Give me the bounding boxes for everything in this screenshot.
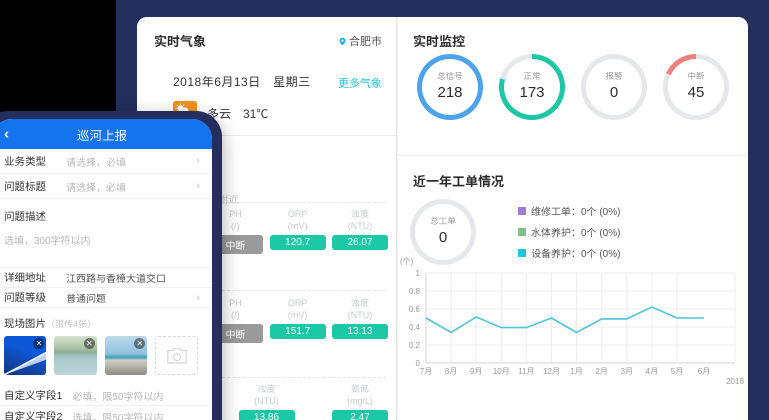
svg-text:2月: 2月 (595, 367, 607, 376)
svg-text:7月: 7月 (420, 367, 432, 376)
svg-text:11月: 11月 (518, 367, 534, 376)
svg-text:2018: 2018 (726, 377, 744, 386)
svg-text:0.4: 0.4 (409, 323, 421, 332)
svg-text:8月: 8月 (445, 367, 457, 376)
svg-text:1: 1 (416, 269, 421, 278)
svg-text:12月: 12月 (543, 367, 560, 376)
svg-text:10月: 10月 (493, 367, 510, 376)
svg-text:0.8: 0.8 (409, 287, 421, 296)
svg-text:3月: 3月 (621, 367, 633, 376)
svg-text:4月: 4月 (646, 367, 658, 376)
svg-text:(个): (个) (400, 257, 414, 266)
svg-text:9月: 9月 (470, 367, 482, 376)
svg-text:1月: 1月 (570, 367, 582, 376)
svg-text:0.6: 0.6 (409, 305, 421, 314)
svg-text:0.2: 0.2 (409, 341, 421, 350)
svg-text:6月: 6月 (698, 367, 710, 376)
svg-text:5月: 5月 (671, 367, 683, 376)
